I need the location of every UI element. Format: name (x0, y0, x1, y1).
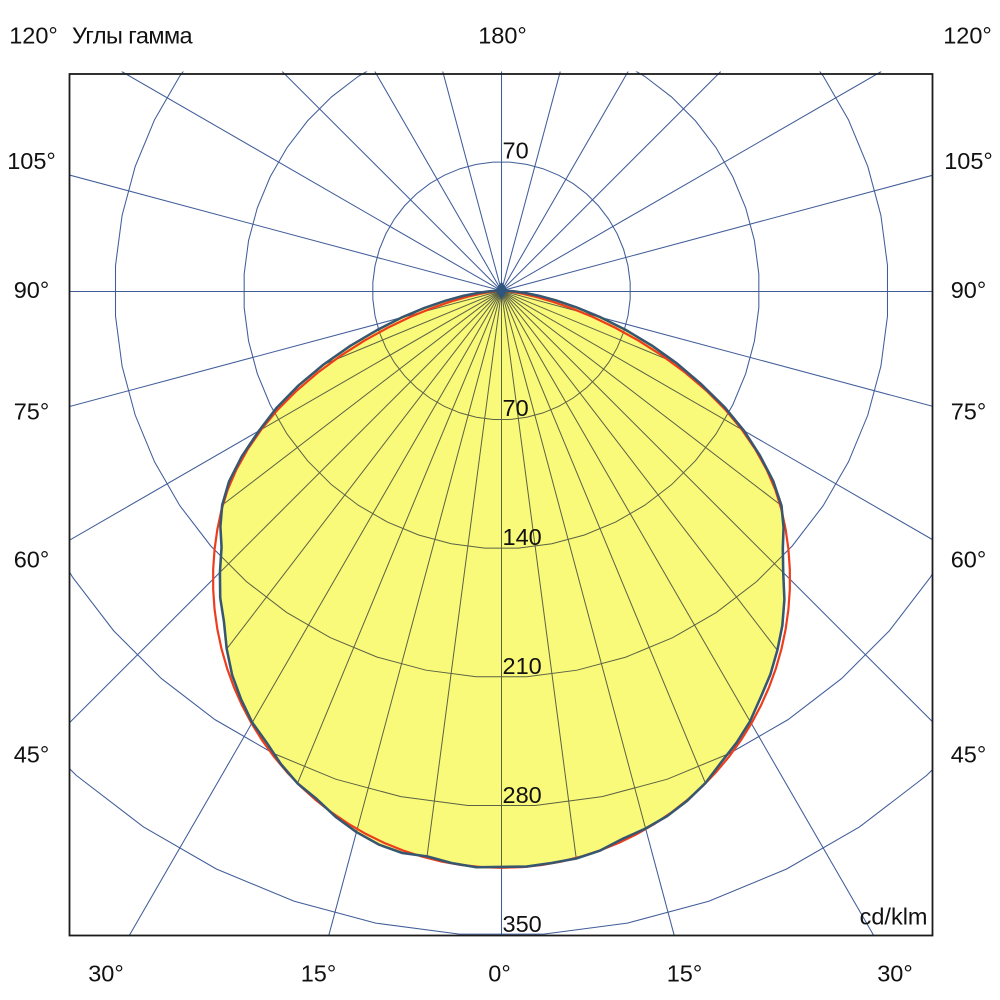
svg-text:cd/klm: cd/klm (860, 904, 928, 930)
svg-text:15°: 15° (301, 961, 337, 987)
svg-text:105°: 105° (944, 148, 993, 174)
svg-text:70: 70 (503, 137, 529, 163)
svg-text:90°: 90° (14, 277, 50, 303)
svg-text:105°: 105° (7, 148, 56, 174)
svg-text:15°: 15° (667, 961, 703, 987)
svg-text:70: 70 (503, 395, 529, 421)
svg-text:60°: 60° (951, 547, 987, 573)
svg-text:350: 350 (503, 911, 542, 937)
svg-text:280: 280 (503, 782, 542, 808)
svg-text:45°: 45° (14, 742, 50, 768)
svg-text:30°: 30° (877, 961, 913, 987)
svg-text:30°: 30° (88, 961, 124, 987)
svg-text:120°: 120° (9, 23, 58, 49)
svg-text:75°: 75° (951, 399, 987, 425)
svg-text:45°: 45° (951, 742, 987, 768)
svg-text:140: 140 (503, 524, 542, 550)
svg-text:0°: 0° (488, 961, 510, 987)
svg-text:60°: 60° (14, 547, 50, 573)
svg-text:Углы гамма: Углы гамма (72, 23, 194, 49)
svg-text:180°: 180° (478, 23, 527, 49)
svg-text:210: 210 (503, 653, 542, 679)
svg-text:90°: 90° (951, 277, 987, 303)
svg-text:120°: 120° (943, 23, 992, 49)
svg-text:75°: 75° (14, 399, 50, 425)
